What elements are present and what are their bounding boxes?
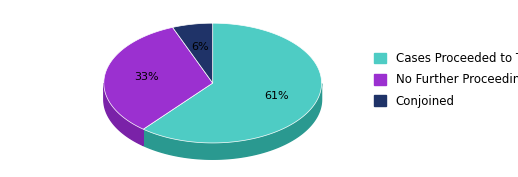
Text: 61%: 61% — [264, 91, 289, 101]
Polygon shape — [172, 23, 213, 83]
Legend: Cases Proceeded to Trial, No Further Proceedings, Conjoined: Cases Proceeded to Trial, No Further Pro… — [375, 52, 518, 108]
Polygon shape — [143, 23, 322, 143]
Polygon shape — [104, 27, 213, 129]
Text: 33%: 33% — [134, 72, 159, 82]
Text: 6%: 6% — [191, 42, 209, 52]
Polygon shape — [143, 84, 322, 159]
Polygon shape — [104, 83, 143, 145]
